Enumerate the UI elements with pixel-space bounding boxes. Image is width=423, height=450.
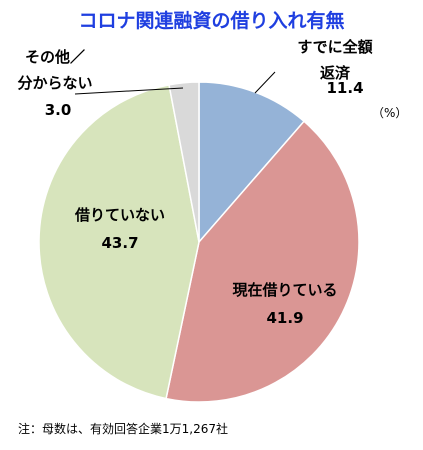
pie-slice <box>38 83 200 400</box>
chart-title: コロナ関連融資の借り入れ有無 <box>78 10 345 32</box>
value-label: 11.4 <box>326 79 364 97</box>
pie-slice <box>168 81 200 243</box>
leader-line <box>74 87 184 95</box>
value-label: 41.9 <box>266 309 304 327</box>
slice-label: その他／ 分からない <box>17 48 93 92</box>
slice-label: 現在借りている <box>232 281 338 299</box>
pie-slice <box>165 120 360 403</box>
value-label: 43.7 <box>101 234 139 252</box>
note: 注：母数は、有効回答企業1万1,267社 <box>18 422 228 436</box>
slice-label: すでに全額返済 <box>297 38 373 82</box>
unit-label: （%） <box>372 106 408 120</box>
value-label: 3.0 <box>44 101 72 119</box>
slice-label: 借りていない <box>74 206 166 224</box>
leader-line <box>254 71 276 94</box>
